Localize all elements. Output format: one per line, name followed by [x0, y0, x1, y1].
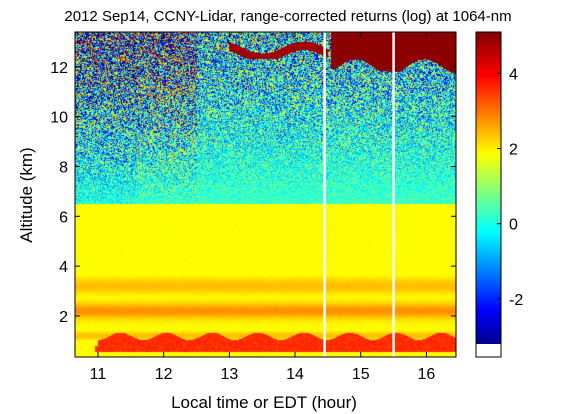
y-tick-label: 6: [59, 209, 68, 226]
x-tick-label: 13: [220, 366, 238, 383]
y-tick-label: 12: [50, 60, 68, 77]
colorbar-fill: [476, 32, 501, 344]
heatmap-image: [75, 32, 456, 357]
y-tick-label: 8: [59, 159, 68, 176]
x-axis-label: Local time or EDT (hour): [171, 393, 357, 412]
x-tick-label: 14: [286, 366, 304, 383]
x-tick-label: 11: [90, 366, 107, 383]
y-axis-label: Altitude (km): [17, 147, 36, 242]
y-tick-label: 2: [59, 309, 68, 326]
x-tick-label: 16: [418, 366, 436, 383]
y-axis: 2 4 6 8 10 12: [50, 60, 456, 326]
y-tick-label: 10: [50, 110, 68, 127]
x-tick-label: 15: [352, 366, 370, 383]
x-tick-label: 12: [155, 366, 173, 383]
colorbar-frame: [475, 31, 502, 358]
y-tick-label: 4: [59, 259, 68, 276]
colorbar-tick-label: 4: [509, 66, 518, 83]
plot-frame: [74, 31, 457, 358]
colorbar: -2 0 2 4: [475, 31, 523, 358]
chart-title: 2012 Sep14, CCNY-Lidar, range-corrected …: [64, 8, 511, 25]
colorbar-tick-label: 2: [509, 142, 518, 159]
colorbar-bottom-empty: [476, 344, 501, 357]
colorbar-tick-label: 0: [509, 217, 518, 234]
heatmap-area: [75, 32, 456, 357]
colorbar-tick-label: -2: [509, 292, 523, 309]
x-axis: 11 12 13 14 15 16: [90, 32, 436, 383]
